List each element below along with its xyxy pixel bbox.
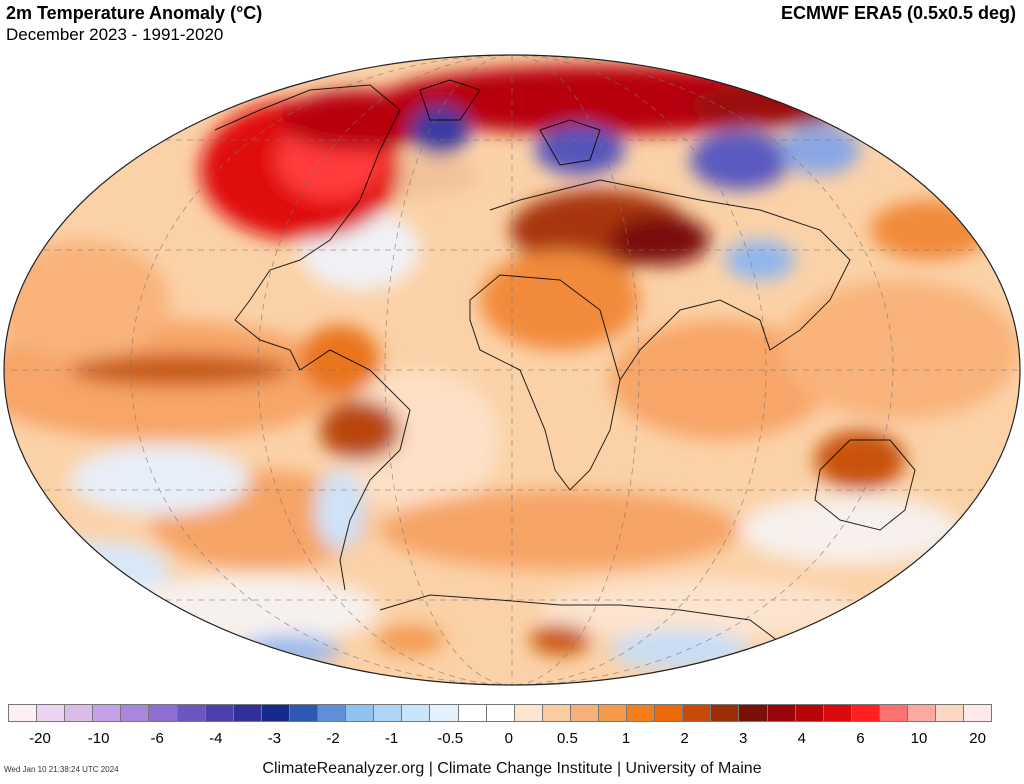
colorbar-cell [64, 704, 94, 722]
colorbar-tick-label: -6 [150, 730, 164, 747]
colorbar-tick-label: -20 [29, 730, 51, 747]
colorbar-tick-label: -3 [267, 730, 282, 747]
footer-credit: ClimateReanalyzer.org | Climate Change I… [262, 760, 762, 777]
colorbar-cell [260, 704, 290, 722]
colorbar-tick-label: -10 [87, 730, 110, 747]
colorbar-cell [288, 704, 319, 722]
colorbar-cell [317, 704, 347, 722]
colorbar-cell [176, 704, 206, 722]
colorbar-cell [401, 704, 431, 722]
timestamp: Wed Jan 10 21:38:24 UTC 2024 [4, 765, 119, 774]
dataset-label: ECMWF ERA5 (0.5x0.5 deg) [780, 3, 1016, 23]
colorbar-tick-label: 10 [910, 730, 928, 747]
colorbar-cell [457, 704, 487, 722]
colorbar-cell [513, 704, 543, 722]
colorbar-tick-label: 2 [680, 730, 689, 747]
colorbar-cell [963, 704, 993, 722]
colorbar-cell [878, 704, 908, 722]
colorbar-cell [8, 704, 38, 722]
colorbar-cell [597, 704, 628, 722]
colorbar-tick-label: -4 [209, 730, 223, 747]
colorbar-cell [907, 704, 937, 722]
temperature-anomaly-map [3, 54, 1021, 686]
colorbar-cell [36, 704, 66, 722]
colorbar-cell [710, 704, 740, 722]
colorbar-tick-label: -2 [326, 730, 340, 747]
colorbar-cell [794, 704, 824, 722]
colorbar-cell [429, 704, 459, 722]
map-subtitle: December 2023 - 1991-2020 [6, 25, 224, 44]
colorbar-cell [569, 704, 599, 722]
colorbar [8, 704, 993, 722]
colorbar-tick-label: 4 [797, 730, 806, 747]
colorbar-tick-label: 6 [856, 730, 865, 747]
colorbar-tick-label: 1 [621, 730, 631, 747]
colorbar-cell [373, 704, 403, 722]
colorbar-cell [345, 704, 375, 722]
colorbar-tick-label: -0.5 [437, 730, 464, 747]
colorbar-cell [204, 704, 234, 722]
colorbar-cell [738, 704, 768, 722]
colorbar-cell [935, 704, 965, 722]
colorbar-cell [541, 704, 571, 722]
colorbar-cell [626, 704, 656, 722]
map-title: 2m Temperature Anomaly (°C) [6, 3, 263, 23]
colorbar-cell [822, 704, 852, 722]
colorbar-tick-label: 3 [739, 730, 748, 747]
colorbar-tick-label: -1 [384, 730, 399, 747]
colorbar-tick-label: 0.5 [556, 730, 578, 747]
colorbar-tick-label: 0 [504, 730, 513, 747]
colorbar-cell [148, 704, 178, 722]
colorbar-tick-labels: -20 -10 -6 -4 -3 -2 -1 -0.5 0 0.5 1 2 3 4 6 10 20 [8, 730, 1014, 750]
colorbar-tick-label: 20 [969, 730, 986, 747]
colorbar-cell [654, 704, 684, 722]
colorbar-cell [120, 704, 150, 722]
colorbar-cell [92, 704, 122, 722]
colorbar-cell [850, 704, 880, 722]
colorbar-cell [682, 704, 712, 722]
colorbar-cell [232, 704, 262, 722]
colorbar-cell [766, 704, 796, 722]
colorbar-cell [485, 704, 515, 722]
